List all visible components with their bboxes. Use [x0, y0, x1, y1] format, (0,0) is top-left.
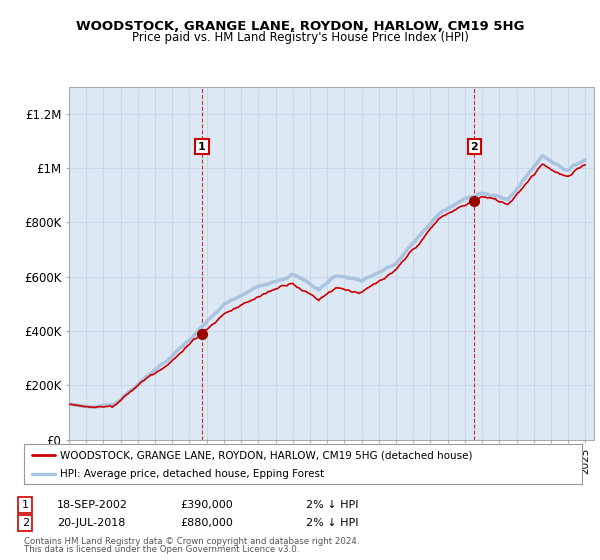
Text: This data is licensed under the Open Government Licence v3.0.: This data is licensed under the Open Gov…: [24, 545, 299, 554]
Text: HPI: Average price, detached house, Epping Forest: HPI: Average price, detached house, Eppi…: [60, 469, 325, 479]
Text: 1: 1: [198, 142, 206, 152]
Text: Price paid vs. HM Land Registry's House Price Index (HPI): Price paid vs. HM Land Registry's House …: [131, 31, 469, 44]
Text: £880,000: £880,000: [180, 518, 233, 528]
Text: Contains HM Land Registry data © Crown copyright and database right 2024.: Contains HM Land Registry data © Crown c…: [24, 537, 359, 546]
Text: 2: 2: [470, 142, 478, 152]
Text: 2% ↓ HPI: 2% ↓ HPI: [306, 500, 359, 510]
Text: 1: 1: [22, 500, 29, 510]
Text: £390,000: £390,000: [180, 500, 233, 510]
Text: 18-SEP-2002: 18-SEP-2002: [57, 500, 128, 510]
Text: 20-JUL-2018: 20-JUL-2018: [57, 518, 125, 528]
Text: WOODSTOCK, GRANGE LANE, ROYDON, HARLOW, CM19 5HG: WOODSTOCK, GRANGE LANE, ROYDON, HARLOW, …: [76, 20, 524, 32]
Text: 2: 2: [22, 518, 29, 528]
Text: WOODSTOCK, GRANGE LANE, ROYDON, HARLOW, CM19 5HG (detached house): WOODSTOCK, GRANGE LANE, ROYDON, HARLOW, …: [60, 450, 473, 460]
Text: 2% ↓ HPI: 2% ↓ HPI: [306, 518, 359, 528]
